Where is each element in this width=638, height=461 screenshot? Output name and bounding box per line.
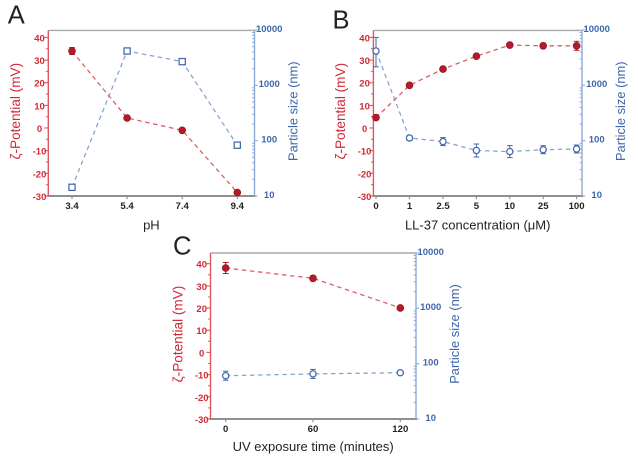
svg-text:B: B <box>333 7 350 35</box>
svg-text:10: 10 <box>359 101 370 112</box>
svg-text:-30: -30 <box>358 192 372 203</box>
svg-text:9.4: 9.4 <box>231 201 245 212</box>
svg-text:3.4: 3.4 <box>65 201 79 212</box>
svg-text:10: 10 <box>196 326 207 337</box>
svg-text:40: 40 <box>34 33 45 44</box>
svg-text:10: 10 <box>504 201 515 212</box>
svg-text:7.4: 7.4 <box>176 201 190 212</box>
svg-text:30: 30 <box>34 56 45 67</box>
svg-text:5.4: 5.4 <box>120 201 134 212</box>
svg-text:10: 10 <box>34 101 45 112</box>
svg-text:C: C <box>173 233 191 261</box>
svg-text:-10: -10 <box>195 371 209 382</box>
svg-text:-10: -10 <box>33 147 47 158</box>
svg-text:100: 100 <box>423 358 439 369</box>
svg-text:ζ-Potential (mV): ζ-Potential (mV) <box>8 63 23 160</box>
svg-text:10000: 10000 <box>256 24 282 35</box>
svg-text:Particle size (nm): Particle size (nm) <box>447 284 462 384</box>
svg-text:120: 120 <box>392 424 408 435</box>
svg-text:-20: -20 <box>195 393 209 404</box>
svg-text:0: 0 <box>223 424 228 435</box>
svg-text:0: 0 <box>37 124 42 135</box>
svg-text:pH: pH <box>143 218 160 233</box>
svg-text:30: 30 <box>196 282 207 293</box>
svg-text:-30: -30 <box>33 192 47 203</box>
svg-text:10: 10 <box>425 413 436 424</box>
svg-text:40: 40 <box>196 260 207 271</box>
svg-text:-10: -10 <box>358 147 372 158</box>
svg-text:2.5: 2.5 <box>436 201 450 212</box>
svg-text:LL-37 concentration (μM): LL-37 concentration (μM) <box>405 218 551 233</box>
svg-text:100: 100 <box>569 201 585 212</box>
svg-text:10000: 10000 <box>417 247 443 258</box>
svg-text:0: 0 <box>199 348 204 359</box>
svg-text:-30: -30 <box>195 415 209 426</box>
svg-text:20: 20 <box>34 79 45 90</box>
svg-text:Particle size (nm): Particle size (nm) <box>286 61 301 161</box>
svg-text:10000: 10000 <box>583 24 609 35</box>
svg-text:100: 100 <box>261 135 277 146</box>
svg-text:0: 0 <box>362 124 367 135</box>
svg-text:Particle size (nm): Particle size (nm) <box>613 61 628 161</box>
svg-text:30: 30 <box>359 56 370 67</box>
svg-text:-20: -20 <box>358 169 372 180</box>
svg-text:60: 60 <box>308 424 319 435</box>
svg-text:1000: 1000 <box>586 79 607 90</box>
svg-text:0: 0 <box>373 201 378 212</box>
svg-text:1: 1 <box>407 201 413 212</box>
svg-text:ζ-Potential (mV): ζ-Potential (mV) <box>170 286 185 383</box>
svg-text:1000: 1000 <box>420 302 441 313</box>
svg-text:1000: 1000 <box>259 79 280 90</box>
svg-text:40: 40 <box>359 33 370 44</box>
svg-text:ζ-Potential (mV): ζ-Potential (mV) <box>333 63 348 160</box>
svg-text:10: 10 <box>591 190 602 201</box>
svg-text:100: 100 <box>589 135 605 146</box>
svg-text:A: A <box>8 1 25 29</box>
svg-text:20: 20 <box>196 304 207 315</box>
svg-text:25: 25 <box>538 201 549 212</box>
svg-text:5: 5 <box>474 201 480 212</box>
svg-text:20: 20 <box>359 79 370 90</box>
svg-text:10: 10 <box>264 190 275 201</box>
svg-text:UV exposure time (minutes): UV exposure time (minutes) <box>233 439 394 454</box>
svg-text:-20: -20 <box>33 169 47 180</box>
